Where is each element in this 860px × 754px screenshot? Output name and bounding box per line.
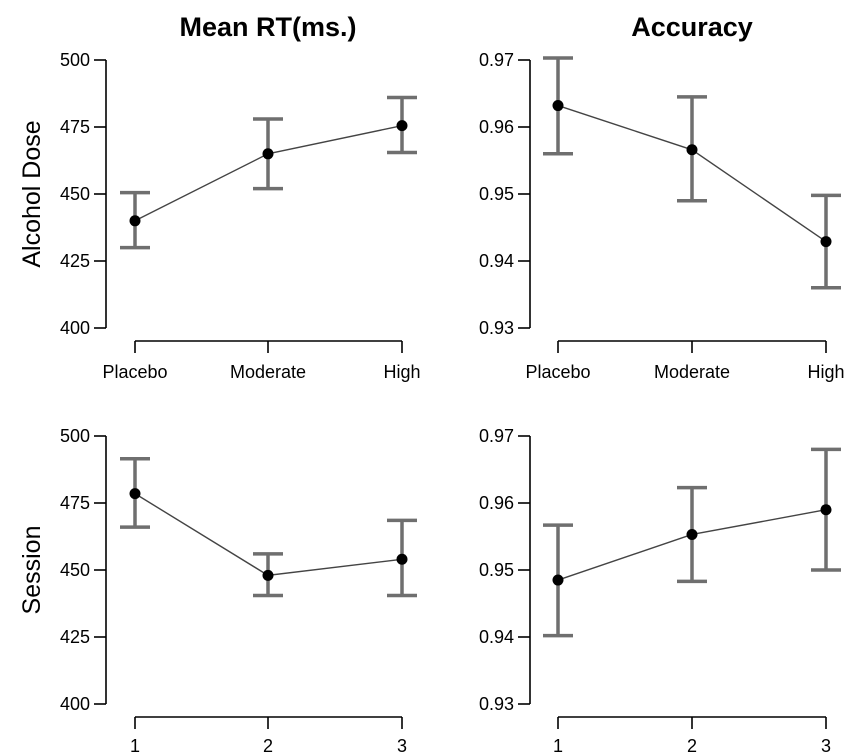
- data-point: [552, 574, 564, 586]
- row-label-alcohol-dose: Alcohol Dose: [18, 120, 46, 267]
- y-tick-label: 425: [60, 627, 90, 647]
- x-tick-label: Placebo: [102, 362, 167, 382]
- x-tick-label: Moderate: [230, 362, 306, 382]
- x-tick-label: 2: [263, 736, 273, 754]
- y-tick-label: 425: [60, 251, 90, 271]
- y-tick-label: 0.96: [479, 117, 514, 137]
- y-tick-label: 0.95: [479, 184, 514, 204]
- y-tick-label: 500: [60, 50, 90, 70]
- y-tick-label: 400: [60, 318, 90, 338]
- x-tick-label: High: [807, 362, 844, 382]
- data-point: [686, 144, 698, 156]
- y-tick-label: 450: [60, 184, 90, 204]
- y-tick-label: 500: [60, 426, 90, 446]
- y-tick-label: 0.93: [479, 694, 514, 714]
- x-tick-label: 2: [687, 736, 697, 754]
- data-point: [820, 504, 832, 516]
- y-tick-label: 0.94: [479, 627, 514, 647]
- panel-alcohol-dose-accuracy: 0.93 0.94 0.95 0.96 0.97 Placebo Moderate High: [479, 50, 845, 382]
- y-tick-label: 0.97: [479, 426, 514, 446]
- y-tick-label: 0.95: [479, 560, 514, 580]
- y-tick-label: 450: [60, 560, 90, 580]
- y-tick-label: 0.94: [479, 251, 514, 271]
- panel-alcohol-dose-mean-rt: 400 425 450 475 500 Placebo Moderate High: [60, 50, 421, 382]
- data-point: [820, 236, 832, 248]
- panel-session-accuracy: 0.93 0.94 0.95 0.96 0.97 1 2 3: [479, 426, 841, 754]
- data-point: [129, 488, 141, 500]
- data-point: [262, 569, 274, 581]
- panel-session-mean-rt: 400 425 450 475 500 1 2 3: [60, 426, 417, 754]
- x-tick-label: 1: [130, 736, 140, 754]
- data-point: [552, 100, 564, 112]
- y-tick-label: 0.97: [479, 50, 514, 70]
- x-tick-label: 3: [821, 736, 831, 754]
- x-tick-label: Moderate: [654, 362, 730, 382]
- x-tick-label: 1: [553, 736, 563, 754]
- data-point: [262, 148, 274, 160]
- y-tick-label: 475: [60, 493, 90, 513]
- y-tick-label: 400: [60, 694, 90, 714]
- x-tick-label: Placebo: [525, 362, 590, 382]
- y-tick-label: 0.93: [479, 318, 514, 338]
- data-point: [396, 120, 408, 132]
- column-title-mean-rt: Mean RT(ms.): [179, 12, 356, 42]
- data-point: [129, 215, 141, 227]
- row-label-session: Session: [18, 526, 46, 615]
- data-point: [686, 528, 698, 540]
- y-tick-label: 475: [60, 117, 90, 137]
- x-tick-label: 3: [397, 736, 407, 754]
- y-tick-label: 0.96: [479, 493, 514, 513]
- column-title-accuracy: Accuracy: [631, 12, 753, 42]
- data-point: [396, 553, 408, 565]
- x-tick-label: High: [383, 362, 420, 382]
